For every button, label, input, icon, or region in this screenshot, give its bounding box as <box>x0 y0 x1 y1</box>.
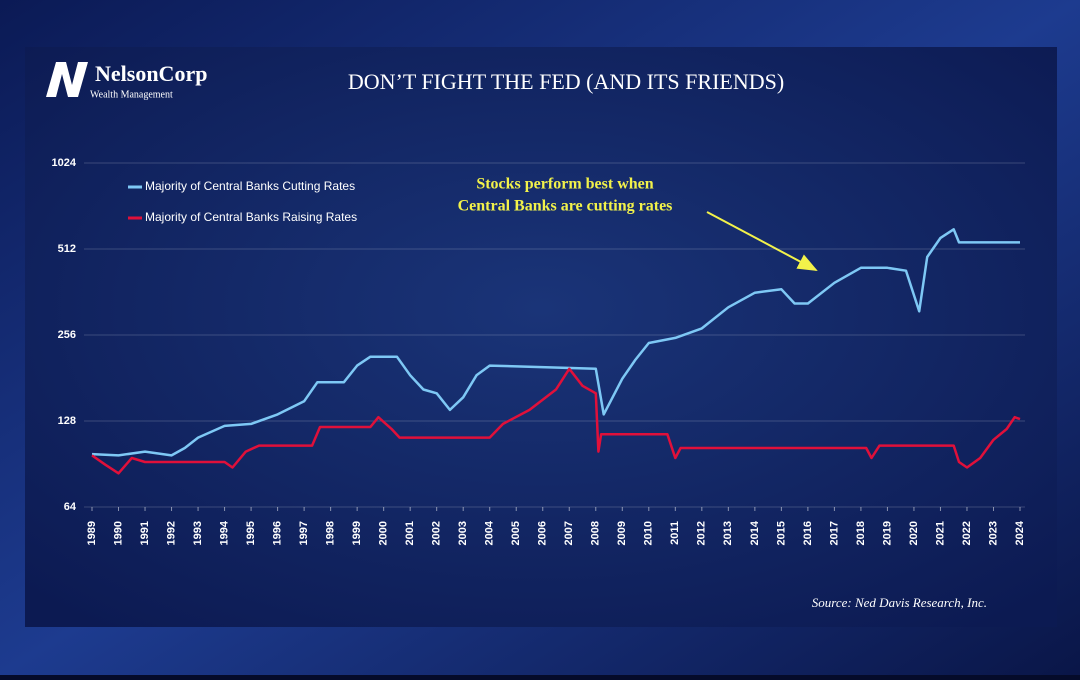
x-tick-label: 2021 <box>934 521 946 545</box>
x-tick-label: 2008 <box>590 521 602 545</box>
x-tick-label: 2024 <box>1014 520 1026 545</box>
logo-mark <box>46 62 88 97</box>
x-tick-label: 2001 <box>404 521 416 545</box>
legend-label: Majority of Central Banks Cutting Rates <box>145 179 355 193</box>
source: Source: Ned Davis Research, Inc. <box>812 595 987 610</box>
x-tick-label: 2007 <box>563 521 575 545</box>
x-tick-label: 2013 <box>722 521 734 545</box>
x-tick-label: 1990 <box>112 521 124 545</box>
annotation: Central Banks are cutting rates <box>458 198 673 215</box>
y-tick-label: 64 <box>64 501 77 513</box>
x-tick-label: 1993 <box>192 521 204 545</box>
chart-title: DON’T FIGHT THE FED (AND ITS FRIENDS) <box>348 69 784 94</box>
x-tick-label: 2015 <box>775 521 787 545</box>
x-tick-label: 2010 <box>643 521 655 545</box>
x-tick-label: 1999 <box>351 521 363 545</box>
y-tick-label: 1024 <box>52 157 77 169</box>
x-tick-label: 2002 <box>431 521 443 545</box>
x-tick-label: 2018 <box>855 521 867 545</box>
x-tick-label: 2017 <box>828 521 840 545</box>
x-tick-label: 1989 <box>86 521 98 545</box>
legend-label: Majority of Central Banks Raising Rates <box>145 210 357 224</box>
annotation: Stocks perform best when <box>476 176 653 193</box>
x-tick-label: 1994 <box>218 520 230 545</box>
x-tick-label: 2016 <box>802 521 814 545</box>
x-tick-label: 2003 <box>457 521 469 545</box>
x-tick-label: 2004 <box>484 520 496 545</box>
x-tick-label: 2009 <box>616 521 628 545</box>
series-line <box>91 228 1020 457</box>
x-tick-label: 2023 <box>987 521 999 545</box>
y-tick-label: 256 <box>58 329 76 341</box>
x-tick-label: 2011 <box>669 521 681 545</box>
x-tick-label: 1995 <box>245 521 257 545</box>
series-line <box>91 367 1021 475</box>
x-tick-label: 1997 <box>298 521 310 545</box>
x-tick-label: 2006 <box>537 521 549 545</box>
x-tick-label: 1991 <box>139 521 151 545</box>
x-tick-label: 2005 <box>510 521 522 545</box>
x-tick-label: 2022 <box>961 521 973 545</box>
x-tick-label: 1996 <box>272 521 284 545</box>
x-tick-label: 2012 <box>696 521 708 545</box>
x-tick-label: 1998 <box>325 521 337 545</box>
logo-name: NelsonCorp <box>95 61 207 86</box>
x-tick-label: 2020 <box>908 521 920 545</box>
panel <box>25 47 1057 627</box>
logo-tagline: Wealth Management <box>90 89 173 100</box>
x-tick-label: 1992 <box>165 521 177 545</box>
y-tick-label: 512 <box>58 243 76 255</box>
x-tick-label: 2019 <box>881 521 893 545</box>
x-tick-label: 2014 <box>749 520 761 545</box>
x-tick-label: 2000 <box>378 521 390 545</box>
y-tick-label: 128 <box>58 415 76 427</box>
annotation-arrow <box>706 211 818 271</box>
